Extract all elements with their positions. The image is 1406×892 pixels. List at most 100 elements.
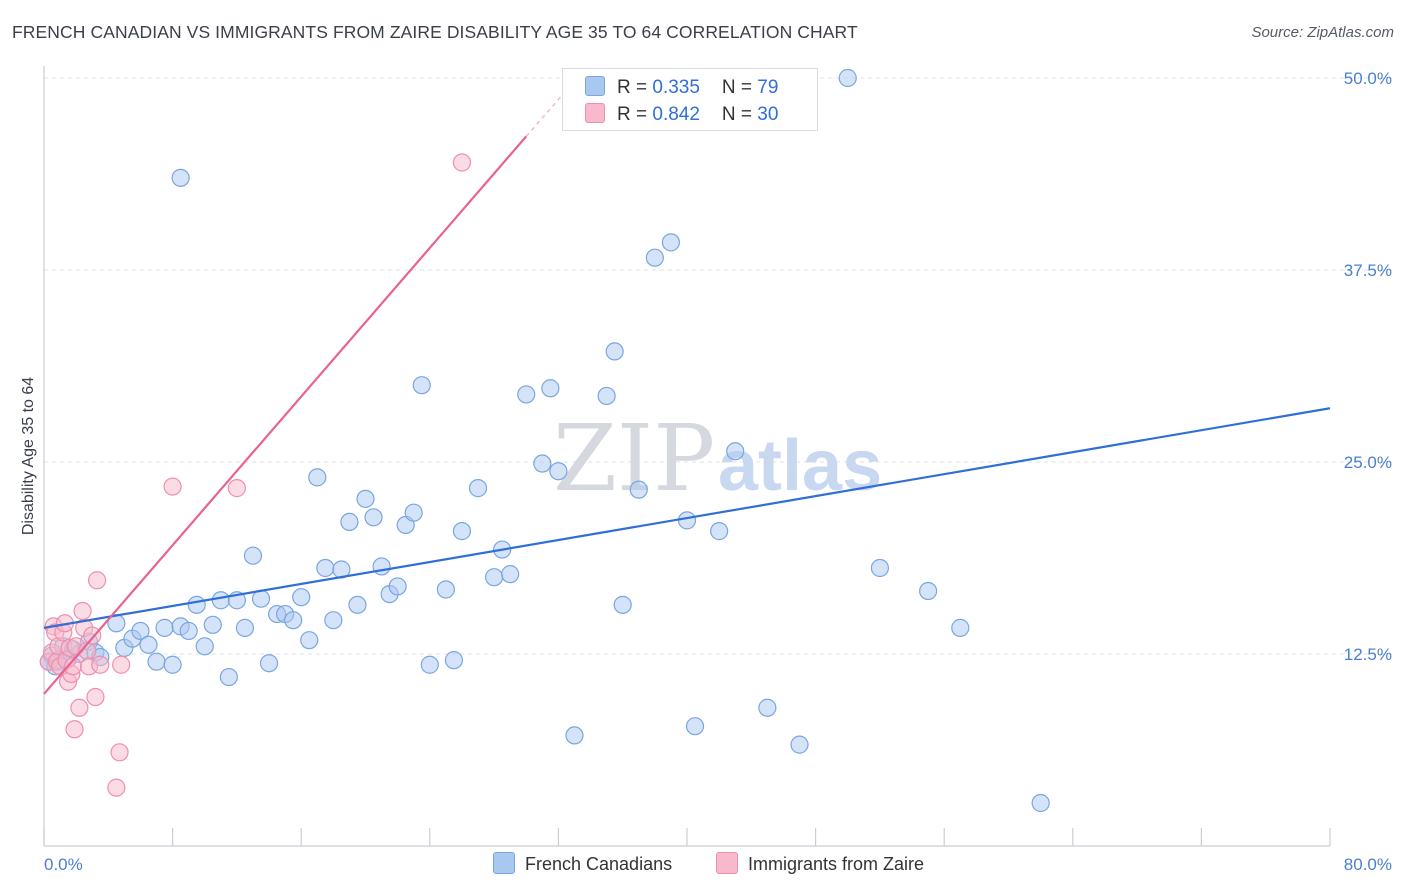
legend-r-label: R = [617,77,653,98]
data-point-immigrants-zaire [163,477,182,496]
data-point-french-canadians [219,667,238,687]
data-point-french-canadians [685,717,705,736]
legend-swatch-blue [493,852,515,874]
y-tick-label: 50.0% [1344,69,1392,88]
data-point-french-canadians [541,379,560,398]
data-point-french-canadians [870,558,890,578]
grid-lines [44,77,1392,655]
data-point-french-canadians [316,558,335,578]
data-point-french-canadians [444,651,464,670]
data-point-french-canadians [452,522,472,541]
data-point-french-canadians [155,618,174,637]
legend-n-value: 30 [757,104,779,125]
stats-legend: R = 0.335 N = 79 R = 0.842 N = 30 [562,68,818,131]
data-point-immigrants-zaire [86,687,105,707]
data-point-french-canadians [179,621,198,641]
data-point-french-canadians [364,508,383,527]
data-point-french-canadians [501,565,520,584]
data-point-french-canadians [211,591,230,610]
legend-item-immigrants-zaire[interactable]: Immigrants from Zaire [716,852,924,875]
data-point-immigrants-zaire [112,655,131,674]
y-tick-label: 25.0% [1344,453,1392,472]
data-point-french-canadians [284,611,303,630]
data-point-french-canadians [292,588,311,607]
legend-row-immigrants-zaire: R = 0.842 N = 30 [585,103,778,125]
legend-swatch-blue [585,76,605,96]
data-point-french-canadians [468,479,488,498]
data-point-french-canadians [171,168,190,187]
data-point-french-canadians [549,462,568,481]
series-legend: French Canadians Immigrants from Zaire [0,852,1406,876]
data-point-immigrants-zaire [65,720,84,739]
data-point-french-canadians [195,637,214,656]
data-point-french-canadians [308,468,327,487]
legend-r-label: R = [617,104,653,125]
data-point-french-canadians [919,581,938,601]
data-point-french-canadians [243,546,263,565]
legend-n-label: N = [721,104,758,125]
data-point-french-canadians [404,503,423,522]
data-point-french-canadians [677,511,697,530]
data-point-french-canadians [629,480,648,499]
data-point-immigrants-zaire [107,778,126,797]
data-point-french-canadians [420,655,439,674]
data-point-immigrants-zaire [110,743,129,762]
y-axis-label: Disability Age 35 to 64 [20,377,37,535]
x-tick-label-min: 0.0% [44,855,83,874]
data-point-french-canadians [388,577,407,596]
data-point-immigrants-zaire [87,571,107,590]
data-point-french-canadians [340,512,359,532]
series-french-canadians [39,68,1050,813]
data-point-french-canadians [356,489,375,508]
y-tick-label: 12.5% [1344,645,1392,664]
data-point-french-canadians [533,454,552,473]
data-point-french-canadians [235,618,255,637]
data-point-french-canadians [324,611,343,630]
data-point-french-canadians [485,568,504,587]
data-point-french-canadians [436,580,455,599]
legend-row-french-canadians: R = 0.335 N = 79 [585,76,778,98]
data-point-french-canadians [187,595,206,614]
data-point-french-canadians [139,635,158,654]
data-point-french-canadians [726,442,745,461]
data-point-french-canadians [790,735,809,754]
legend-swatch-pink [716,852,738,874]
trend-line-french-canadians [43,407,1331,629]
tick-labels: 12.5% 25.0% 37.5% 50.0% 0.0% 80.0% [44,69,1392,874]
legend-n-label: N = [721,77,758,98]
legend-item-french-canadians[interactable]: French Canadians [493,852,672,875]
data-point-french-canadians [645,248,664,267]
data-point-french-canadians [372,557,391,576]
data-point-french-canadians [710,522,729,541]
data-point-french-canadians [147,652,166,671]
y-tick-label: 37.5% [1344,261,1392,280]
data-point-french-canadians [412,376,431,395]
data-point-french-canadians [597,386,616,406]
source-label: Source: ZipAtlas.com [1251,24,1394,41]
chart-title: FRENCH CANADIAN VS IMMIGRANTS FROM ZAIRE… [12,22,858,42]
data-point-french-canadians [613,595,632,614]
data-point-french-canadians [951,618,970,637]
data-point-french-canadians [259,654,279,673]
axes [43,66,1331,847]
watermark-atlas: atlas [718,426,882,506]
data-point-french-canadians [838,68,857,88]
trend-lines [43,80,1331,695]
data-point-french-canadians [517,385,536,404]
data-point-immigrants-zaire [91,655,110,674]
data-point-french-canadians [131,621,150,641]
data-point-immigrants-zaire [227,479,246,498]
data-point-immigrants-zaire [452,153,472,172]
data-point-immigrants-zaire [70,698,89,717]
data-point-french-canadians [565,726,584,745]
data-point-french-canadians [661,233,681,252]
legend-n-value: 79 [757,77,779,98]
data-point-french-canadians [605,342,624,361]
legend-r-value: 0.842 [652,104,700,125]
legend-label: French Canadians [525,854,673,874]
data-point-french-canadians [163,655,182,674]
data-point-french-canadians [348,595,367,614]
data-point-french-canadians [758,698,777,717]
data-point-immigrants-zaire [83,626,102,645]
